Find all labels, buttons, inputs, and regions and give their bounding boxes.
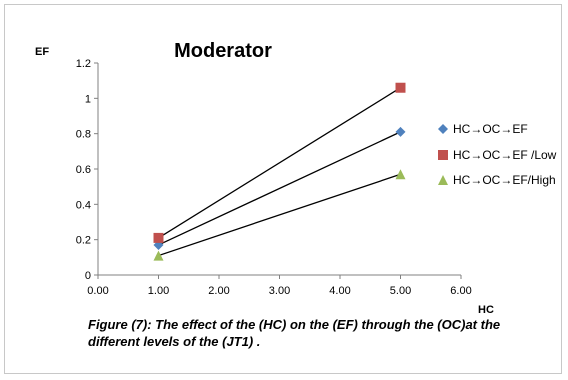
x-tick-label: 2.00 [208, 285, 229, 297]
series-line [158, 173, 401, 257]
x-tick-label: 0.00 [87, 285, 108, 297]
x-tick-label: 4.00 [329, 285, 350, 297]
y-tick-label: 1 [85, 93, 91, 105]
legend-marker-diamond [438, 124, 448, 134]
figure-caption: Figure (7): The effect of the (HC) on th… [88, 316, 528, 350]
data-point-triangle [153, 250, 164, 261]
y-tick-label: 1.2 [76, 58, 91, 70]
y-tick-label: 0 [85, 270, 91, 282]
x-tick-label: 3.00 [269, 285, 290, 297]
data-point-triangle [395, 169, 406, 180]
x-tick-label: 5.00 [390, 285, 411, 297]
legend: HC→OC→EF HC→OC→EF /Low HC→OC→EF/High [438, 122, 557, 187]
data-point-diamond [395, 126, 406, 137]
legend-label: HC→OC→EF/High [453, 173, 556, 187]
caption-line-1: Figure (7): The effect of the (HC) on th… [88, 317, 501, 332]
x-axis-label: HC [478, 304, 494, 316]
legend-marker-triangle [438, 175, 448, 185]
legend-marker-square [438, 150, 448, 160]
y-tick-label: 0.8 [76, 129, 91, 141]
caption-line-2: different levels of the (JT1) . [88, 334, 261, 349]
legend-label: HC→OC→EF /Low [453, 148, 557, 162]
series-line [158, 131, 401, 246]
chart-title: Moderator [174, 40, 272, 62]
x-tick-label: 6.00 [450, 285, 471, 297]
legend-label: HC→OC→EF [453, 122, 528, 136]
y-tick-label: 0.2 [76, 235, 91, 247]
y-tick-label: 0.6 [76, 164, 91, 176]
data-point-square [395, 82, 406, 93]
y-axis-label: EF [35, 46, 49, 58]
data-point-square [153, 232, 164, 243]
y-tick-label: 0.4 [76, 199, 91, 211]
x-tick-label: 1.00 [148, 285, 169, 297]
series-line [158, 87, 401, 239]
chart-frame [4, 4, 562, 374]
